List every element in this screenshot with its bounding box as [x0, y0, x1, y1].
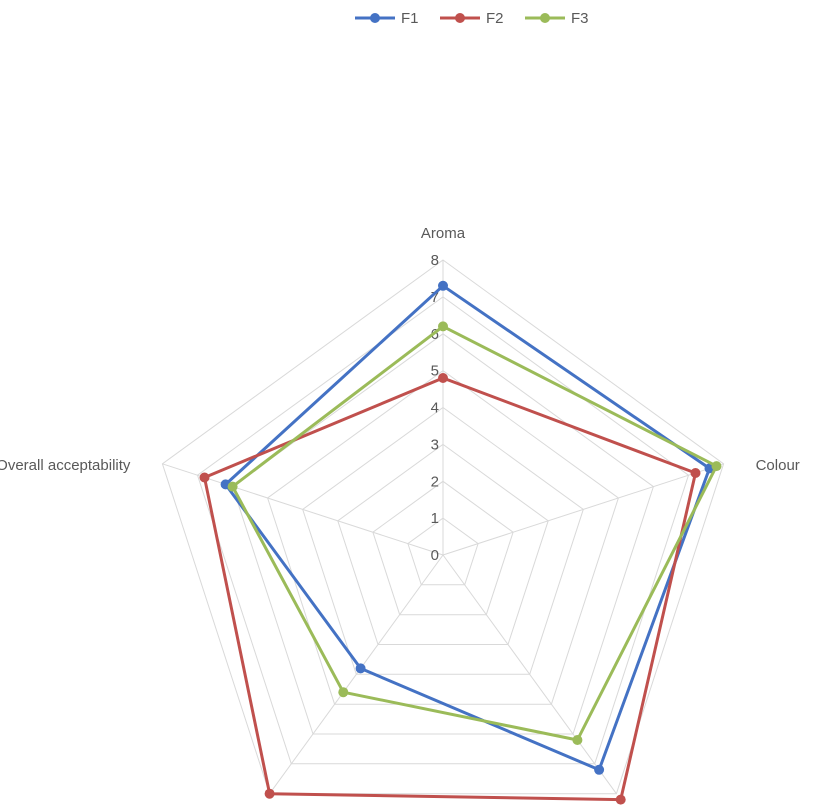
data-point-f3-colour: [711, 461, 722, 472]
axis-label-colour: Colour: [756, 457, 800, 474]
tick-label-4: 4: [431, 400, 439, 417]
data-point-f2-clarity: [615, 794, 626, 805]
tick-label-7: 7: [431, 289, 439, 306]
radar-grid: [161, 259, 725, 795]
data-point-f1-clarity: [594, 764, 605, 775]
series-line-f3: [231, 324, 718, 742]
grid-ring-2: [372, 480, 514, 616]
data-point-f2-colour: [690, 468, 701, 478]
axis-labels: AromaColourClarityTasteOverall acceptabi…: [0, 225, 800, 474]
series-f3: [227, 321, 722, 745]
legend-label-f1: F1: [401, 10, 419, 27]
axis-label-overall-acceptability: Overall acceptability: [0, 457, 131, 474]
data-point-f2-taste: [264, 788, 275, 799]
grid-ring-7: [196, 296, 690, 765]
data-point-f3-aroma: [438, 321, 448, 332]
grid-ring-1: [407, 517, 479, 586]
spoke-clarity: [442, 554, 617, 794]
tick-label-8: 8: [431, 252, 439, 269]
grid-ring-8: [161, 259, 725, 795]
legend-marker-f3: [540, 13, 550, 23]
legend-marker-f2: [455, 13, 465, 23]
grid-ring-3: [337, 443, 549, 645]
data-point-f1-taste: [355, 663, 366, 674]
series-line-f2: [203, 376, 697, 802]
series-lines: [199, 280, 722, 805]
spoke-colour: [442, 463, 724, 556]
legend-marker-f1: [370, 13, 380, 23]
tick-label-0: 0: [431, 547, 439, 564]
data-point-f3-taste: [338, 687, 349, 698]
tick-label-3: 3: [431, 436, 439, 453]
tick-label-5: 5: [431, 363, 439, 380]
data-point-f1-aroma: [438, 280, 448, 291]
grid-ring-4: [302, 406, 584, 675]
data-point-f3-clarity: [572, 735, 583, 745]
data-point-f2-overall-acceptability: [199, 472, 210, 483]
data-point-f2-aroma: [438, 373, 448, 383]
legend-label-f3: F3: [571, 10, 589, 27]
tick-label-2: 2: [431, 473, 439, 490]
legend: F1 F2 F3: [355, 10, 589, 27]
tick-label-1: 1: [431, 510, 439, 527]
spoke-taste: [269, 554, 444, 794]
data-point-f3-overall-acceptability: [227, 481, 238, 492]
legend-label-f2: F2: [486, 10, 504, 27]
series-f2: [199, 373, 701, 805]
axis-label-aroma: Aroma: [421, 225, 466, 242]
series-line-f1: [224, 284, 711, 772]
